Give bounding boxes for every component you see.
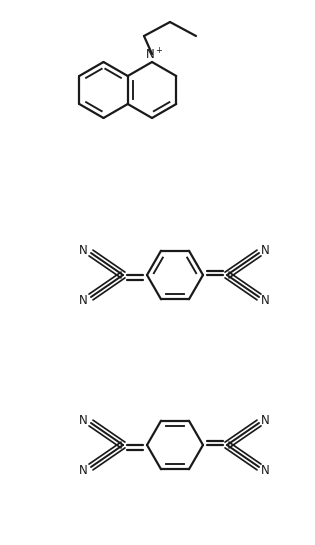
- Text: N: N: [261, 463, 269, 476]
- Text: N: N: [79, 463, 87, 476]
- Text: N: N: [261, 244, 269, 257]
- Text: N: N: [79, 414, 87, 427]
- Text: N: N: [79, 294, 87, 306]
- Text: N: N: [261, 294, 269, 306]
- Text: N: N: [79, 244, 87, 257]
- Text: N: N: [261, 414, 269, 427]
- Text: N$^+$: N$^+$: [145, 47, 163, 63]
